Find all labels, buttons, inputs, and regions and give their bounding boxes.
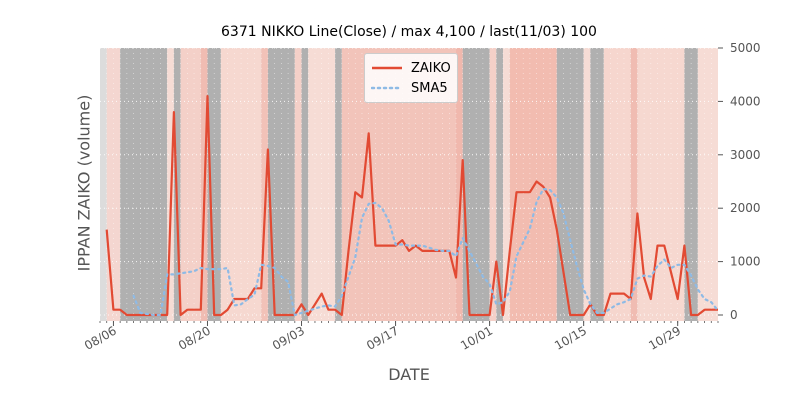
chart-title: 6371 NIKKO Line(Close) / max 4,100 / las… (221, 24, 597, 40)
legend: ZAIKO SMA5 (364, 53, 458, 103)
y-tick-label: 4000 (730, 94, 761, 108)
x-tick-label: 08/06 (82, 323, 119, 352)
background-band (180, 48, 201, 321)
x-tick-label: 08/20 (176, 323, 213, 352)
background-band (503, 48, 510, 321)
background-band (294, 48, 302, 321)
series-sma5-line (132, 187, 720, 317)
background-band (583, 48, 591, 321)
background-band (590, 48, 604, 321)
background-band (261, 48, 268, 321)
y-tick-label: 2000 (730, 201, 761, 215)
legend-swatch-sma5 (371, 86, 403, 90)
y-tick-label: 5000 (730, 41, 761, 55)
background-band (489, 48, 497, 321)
background-band (301, 48, 309, 321)
x-tick-label: 10/29 (646, 323, 683, 352)
background-band (120, 48, 168, 321)
y-axis-label: IPPAN ZAIKO (volume) (74, 94, 94, 272)
background-band (697, 48, 718, 321)
y-tick-label: 1000 (730, 255, 761, 269)
y-tick-label: 3000 (730, 148, 761, 162)
legend-item-zaiko: ZAIKO (371, 59, 451, 77)
y-tick-label: 0 (730, 308, 738, 322)
background-band (100, 48, 107, 321)
background-band (106, 48, 121, 321)
series-zaiko-line (105, 94, 718, 317)
background-band (335, 48, 342, 321)
background-band (630, 48, 638, 321)
background-band (456, 48, 463, 321)
x-tick-label: 10/15 (552, 323, 589, 352)
legend-label-zaiko: ZAIKO (411, 60, 451, 76)
background-band (496, 48, 504, 321)
legend-item-sma5: SMA5 (371, 79, 448, 97)
x-axis-label: DATE (388, 365, 430, 384)
background-band (684, 48, 698, 321)
x-tick-label: 10/01 (458, 323, 495, 352)
legend-swatch-zaiko (372, 66, 402, 70)
legend-label-sma5: SMA5 (411, 80, 448, 96)
background-band (509, 48, 557, 321)
x-tick-label: 09/03 (270, 323, 307, 352)
x-tick-label: 09/17 (364, 323, 401, 352)
background-band (207, 48, 221, 321)
